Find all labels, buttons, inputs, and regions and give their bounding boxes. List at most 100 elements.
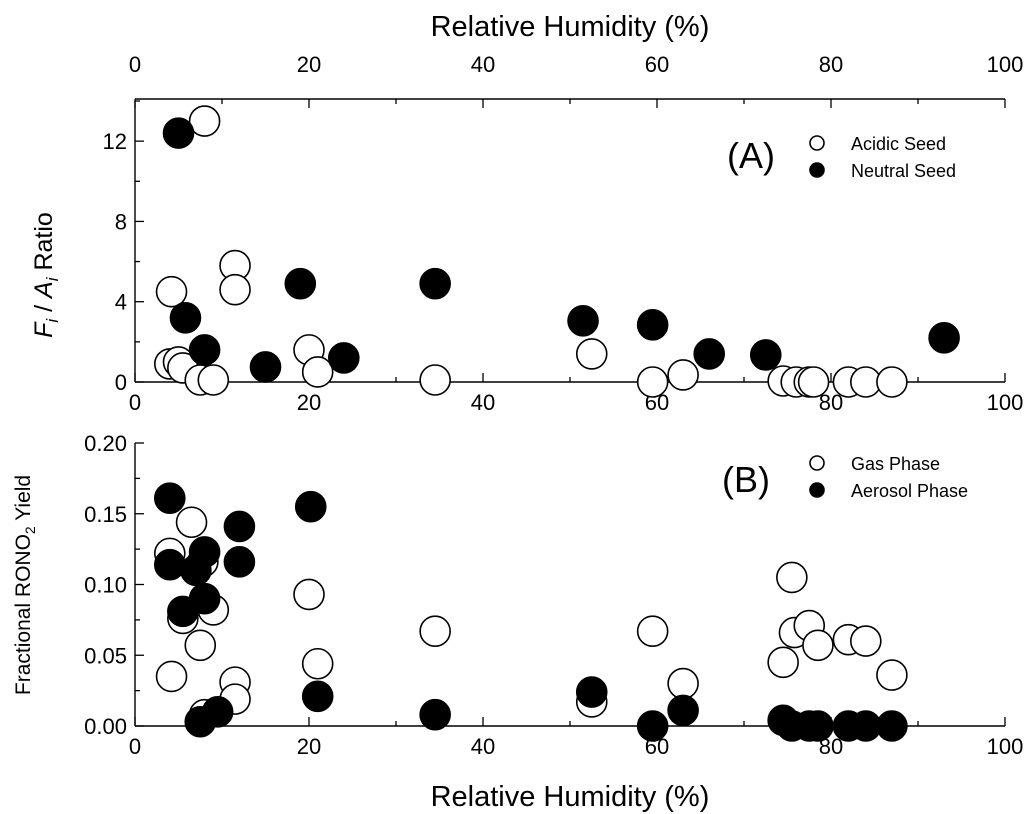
panel-a-ylabel-sub2: i (43, 276, 62, 281)
a-point-filled (567, 304, 599, 337)
b-point-filled (575, 676, 608, 708)
a-x-tick-label: 40 (471, 390, 495, 415)
b-point-filled (223, 546, 256, 578)
panel-a-legend-marker-filled (809, 162, 825, 178)
panel-b-legend-gas: Gas Phase (851, 454, 940, 474)
panel-b-points (154, 482, 908, 742)
b-point-filled (802, 710, 834, 742)
a-point-open (155, 275, 188, 308)
a-y-tick-label: 4 (115, 290, 127, 315)
panel-b-y-axis-title: Fractional RONO2 Yield (12, 475, 38, 695)
b-y-tick-label: 0.20 (84, 431, 127, 456)
a-y-tick-label: 12 (103, 129, 127, 154)
a-y-tick-label: 0 (115, 370, 127, 395)
panel-b-ylabel-sub: 2 (22, 526, 38, 534)
panel-a-label: (A) (727, 135, 775, 176)
panel-a-top-tick-label: 60 (645, 52, 669, 77)
a-point-open (219, 273, 251, 306)
b-point-filled (636, 710, 669, 742)
b-point-open (767, 646, 799, 679)
b-y-tick-label: 0.10 (84, 573, 127, 598)
a-point-filled (693, 338, 726, 370)
top-axis-title: Relative Humidity (%) (431, 11, 710, 43)
panel-a-top-tick-label: 0 (129, 52, 141, 77)
b-point-open (175, 506, 208, 539)
a-point-filled (749, 339, 782, 371)
b-point-open (636, 615, 669, 647)
a-x-tick-label: 100 (987, 390, 1024, 415)
b-point-open (776, 561, 808, 594)
a-point-filled (284, 267, 317, 300)
a-point-filled (188, 334, 221, 366)
bottom-axis-title: Relative Humidity (%) (431, 781, 710, 813)
b-y-tick-label: 0.00 (84, 714, 127, 739)
b-point-open (155, 660, 188, 693)
b-point-open (667, 667, 699, 700)
b-point-open (849, 625, 882, 657)
panel-a-top-tick-label: 80 (819, 52, 843, 77)
b-x-tick-label: 100 (987, 734, 1024, 759)
panel-a-ylabel-rest: Ratio (30, 212, 58, 277)
panel-a-y-axis-title: Fi / Ai Ratio (30, 212, 62, 338)
b-point-open (419, 615, 451, 647)
a-point-open (197, 364, 230, 396)
panel-b-legend: Gas Phase Aerosol Phase (809, 454, 968, 501)
panel-a-top-tick-label: 20 (297, 52, 321, 77)
b-x-tick-label: 40 (471, 734, 495, 759)
a-point-filled (928, 322, 960, 354)
b-point-filled (294, 490, 327, 523)
b-point-filled (188, 582, 221, 615)
panel-a-ylabel-a: A (30, 281, 58, 300)
b-point-open (293, 578, 325, 611)
b-point-filled (154, 482, 186, 514)
b-point-open (301, 647, 334, 680)
a-point-filled (636, 308, 669, 341)
b-point-filled (201, 696, 234, 728)
a-y-tick-label: 8 (115, 209, 127, 234)
panel-b-legend-aerosol: Aerosol Phase (851, 481, 968, 501)
panel-b-legend-marker-open (809, 455, 825, 471)
a-point-open (419, 364, 451, 396)
b-point-filled (876, 710, 908, 742)
a-point-filled (327, 342, 360, 374)
panel-a-points (154, 105, 960, 398)
a-point-open (797, 366, 830, 398)
a-x-tick-label: 0 (129, 390, 141, 415)
a-point-open (876, 366, 908, 398)
b-point-filled (223, 510, 256, 543)
b-point-filled (301, 680, 334, 713)
b-point-open (802, 629, 834, 662)
a-point-open (301, 356, 334, 388)
a-x-tick-label: 20 (297, 390, 321, 415)
b-y-tick-label: 0.05 (84, 643, 127, 668)
panel-a-ylabel-sub1: i (43, 318, 62, 323)
a-point-open (667, 359, 699, 391)
a-point-filled (419, 267, 451, 300)
b-point-open (184, 629, 217, 662)
a-point-open (575, 338, 608, 370)
b-point-open (876, 659, 908, 691)
panel-a-ylabel-f: F (30, 321, 58, 338)
a-point-filled (169, 301, 202, 334)
a-point-filled (162, 117, 195, 149)
panel-a-top-tick-label: 100 (987, 52, 1024, 77)
b-point-filled (188, 536, 221, 568)
panel-a-top-tick-label: 40 (471, 52, 495, 77)
panel-b-label: (B) (722, 459, 770, 500)
panel-a-ylabel-slash: / (30, 298, 58, 319)
b-point-filled (667, 694, 699, 727)
b-x-tick-label: 0 (129, 734, 141, 759)
a-point-open (636, 366, 669, 398)
b-point-filled (419, 698, 451, 731)
panel-a-legend-acidic: Acidic Seed (851, 134, 946, 154)
panel-a-legend: Acidic Seed Neutral Seed (809, 134, 956, 181)
b-y-tick-label: 0.15 (84, 502, 127, 527)
a-point-filled (249, 351, 282, 383)
panel-a-legend-neutral: Neutral Seed (851, 161, 956, 181)
panel-b-ylabel-rest: Yield (12, 475, 35, 526)
a-point-open (188, 105, 221, 137)
